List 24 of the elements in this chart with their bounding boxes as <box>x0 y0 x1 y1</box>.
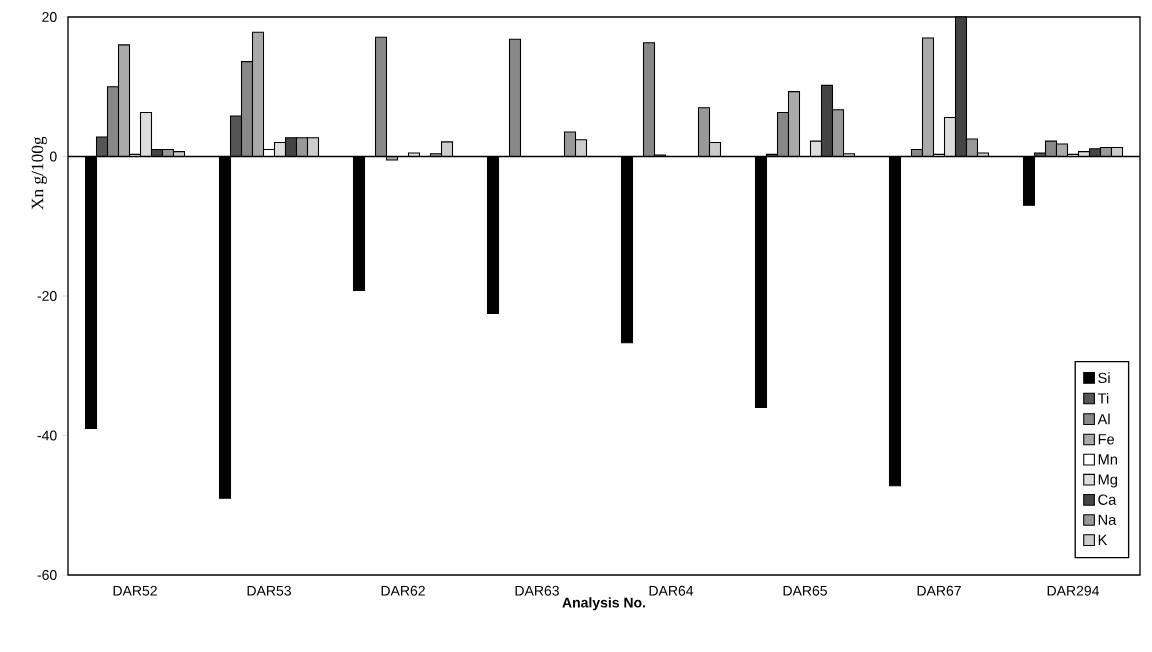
x-axis-title: Analysis No. <box>562 597 646 611</box>
y-tick-label: -60 <box>37 570 57 580</box>
y-tick-label: -20 <box>37 291 57 301</box>
legend-label: Al <box>1097 413 1110 425</box>
x-tick-label: DAR67 <box>917 585 961 596</box>
legend-label: Ti <box>1097 392 1109 404</box>
y-tick-label: 20 <box>42 12 57 22</box>
x-tick-label: DAR294 <box>1047 585 1100 596</box>
legend-label: K <box>1098 534 1108 545</box>
legend-label: Si <box>1098 372 1110 384</box>
y-axis-title: Xn g/100g <box>31 136 47 210</box>
legend-label: Ca <box>1098 494 1117 505</box>
x-tick-label: DAR63 <box>515 585 559 596</box>
y-tick-label: -40 <box>37 430 57 441</box>
x-tick-label: DAR65 <box>783 585 827 596</box>
x-tick-label: DAR64 <box>649 585 694 596</box>
legend-label: Fe <box>1098 434 1115 445</box>
legend-label: Na <box>1098 514 1117 525</box>
x-tick-label: DAR52 <box>113 585 157 596</box>
x-tick-label: DAR62 <box>381 585 425 596</box>
x-tick-label: DAR53 <box>247 585 291 596</box>
legend-label: Mg <box>1098 474 1118 488</box>
legend-label: Mn <box>1098 454 1117 465</box>
y-tick-label: 0 <box>49 151 57 162</box>
